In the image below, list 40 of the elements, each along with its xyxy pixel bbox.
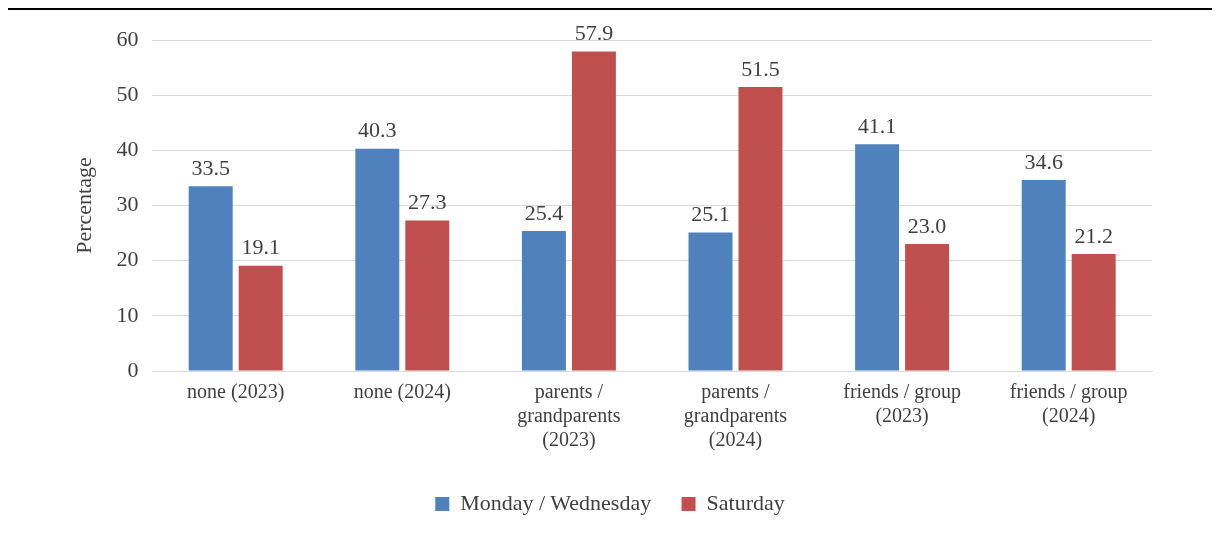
data-label: 25.4 [524,199,564,225]
data-label: 57.9 [574,20,614,46]
y-tick-label: 20 [116,246,139,272]
bar [188,186,233,371]
legend-label: Saturday [706,489,785,515]
x-tick-label: friends / group (2023) [843,380,961,428]
bar [1021,180,1066,371]
y-tick-label: 30 [116,191,139,217]
bar [905,244,950,371]
legend-label: Monday / Wednesday [460,489,652,515]
bar [521,230,566,371]
y-axis-title: Percentage [70,157,96,254]
x-tick-label: friends / group (2024) [1009,380,1128,428]
bar [238,265,283,371]
data-label: 40.3 [358,117,397,143]
data-label: 41.1 [857,113,897,139]
bar [355,148,400,371]
data-label: 34.6 [1024,148,1063,174]
data-label: 23.0 [907,212,947,238]
bar [571,51,616,371]
bar [1071,254,1116,371]
data-label: 25.1 [691,201,730,227]
y-tick-label: 50 [116,80,139,106]
bar [688,232,733,371]
data-label: 19.1 [241,234,280,260]
x-tick-label: parents / grandparents (2024) [683,380,788,452]
data-label: 33.5 [191,154,230,180]
x-tick-label: parents / grandparents (2023) [517,380,621,452]
bar [405,220,450,371]
y-tick-label: 60 [116,25,139,51]
bar [855,144,900,371]
data-label: 21.2 [1074,222,1113,248]
data-label: 27.3 [408,189,447,215]
x-tick-label: none (2023) [187,380,285,404]
data-label: 51.5 [741,55,780,81]
y-tick-label: 40 [116,136,139,162]
x-tick-label: none (2024) [353,380,451,404]
y-tick-label: 0 [127,356,139,382]
bar [738,86,783,371]
y-tick-label: 10 [116,301,139,327]
